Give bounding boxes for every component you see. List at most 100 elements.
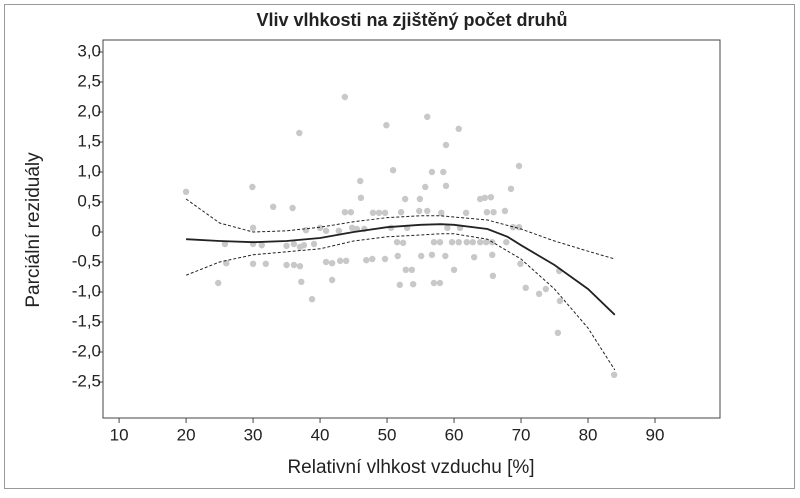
data-point xyxy=(422,183,429,191)
data-point xyxy=(450,266,458,273)
plot-frame xyxy=(102,39,721,419)
data-point xyxy=(223,260,230,267)
y-axis-label: Parciální reziduály xyxy=(23,152,44,308)
data-point xyxy=(428,168,436,176)
data-point xyxy=(381,209,389,216)
data-point xyxy=(369,209,377,216)
data-point xyxy=(448,239,456,246)
data-point xyxy=(221,240,229,248)
data-point xyxy=(455,239,462,246)
data-point xyxy=(269,203,277,210)
data-point xyxy=(442,182,450,189)
data-point xyxy=(375,209,383,216)
data-point xyxy=(424,207,431,215)
data-point xyxy=(535,290,543,297)
data-point xyxy=(444,224,451,231)
data-point xyxy=(357,177,364,185)
data-point xyxy=(322,227,330,234)
data-point xyxy=(408,266,416,273)
data-point xyxy=(409,281,417,288)
data-point xyxy=(490,209,497,216)
data-point xyxy=(283,242,290,249)
outer-frame xyxy=(4,4,795,489)
data-point xyxy=(322,258,330,266)
data-point xyxy=(397,209,405,216)
data-point xyxy=(389,167,397,174)
data-point xyxy=(296,129,303,137)
data-point xyxy=(296,263,304,270)
y-tick-label: -1,5 xyxy=(72,311,101,330)
data-point xyxy=(383,122,390,129)
data-point xyxy=(298,278,305,285)
y-tick-label: 2,0 xyxy=(77,101,101,120)
data-point xyxy=(416,195,424,203)
data-point xyxy=(290,261,298,269)
data-point xyxy=(401,195,409,203)
data-point xyxy=(336,257,344,264)
data-point xyxy=(470,254,478,261)
data-point xyxy=(428,251,436,258)
data-point xyxy=(347,209,355,216)
data-point xyxy=(215,279,222,287)
x-tick-label: 40 xyxy=(311,425,330,444)
fit-line xyxy=(186,223,616,316)
data-point xyxy=(442,141,450,149)
data-point xyxy=(249,183,256,191)
data-point xyxy=(328,276,336,284)
confidence-band xyxy=(185,198,615,260)
x-axis-label: Relativní vlhkost vzduchu [%] xyxy=(287,457,534,478)
data-point xyxy=(316,224,324,231)
data-point xyxy=(503,239,510,246)
data-point xyxy=(483,209,491,216)
data-point xyxy=(522,284,529,291)
x-tick-label: 50 xyxy=(378,425,397,444)
data-point xyxy=(610,371,618,378)
x-tick-label: 30 xyxy=(244,425,263,444)
data-point xyxy=(487,194,495,201)
data-point xyxy=(554,329,562,336)
x-tick-label: 70 xyxy=(512,425,531,444)
data-point xyxy=(501,207,509,215)
data-point xyxy=(424,113,431,121)
data-point xyxy=(430,239,438,246)
data-point xyxy=(394,252,401,260)
data-point xyxy=(476,239,484,246)
data-point xyxy=(249,224,257,231)
y-tick-label: 2,5 xyxy=(77,71,101,90)
data-point xyxy=(402,266,410,273)
data-point xyxy=(258,242,265,249)
data-point xyxy=(482,239,490,246)
data-point xyxy=(556,297,564,305)
data-point xyxy=(507,185,515,192)
data-point xyxy=(289,204,296,212)
data-point xyxy=(357,194,365,201)
data-point xyxy=(399,239,407,246)
data-point xyxy=(393,239,401,246)
data-point xyxy=(542,285,550,293)
y-tick-label: 0,5 xyxy=(77,191,101,210)
x-tick-label: 60 xyxy=(445,425,464,444)
data-point xyxy=(438,209,445,216)
data-point xyxy=(436,239,444,246)
data-point xyxy=(489,251,496,258)
y-tick-label: 1,0 xyxy=(77,161,101,180)
x-tick-label: 20 xyxy=(177,425,196,444)
data-point xyxy=(440,168,447,176)
data-point xyxy=(363,257,370,264)
data-point xyxy=(517,260,524,267)
data-point xyxy=(182,188,190,195)
y-tick-label: -2,5 xyxy=(72,371,101,390)
data-point xyxy=(418,252,425,260)
data-point xyxy=(489,272,497,279)
data-point xyxy=(396,281,403,288)
y-tick-label: -0,5 xyxy=(72,251,101,270)
data-point xyxy=(469,239,476,246)
data-point xyxy=(455,125,462,132)
data-point xyxy=(442,252,449,260)
data-point xyxy=(481,194,489,201)
data-point xyxy=(308,296,316,303)
data-point xyxy=(283,261,290,269)
y-tick-label: -2,0 xyxy=(72,341,101,360)
data-point xyxy=(328,260,336,267)
